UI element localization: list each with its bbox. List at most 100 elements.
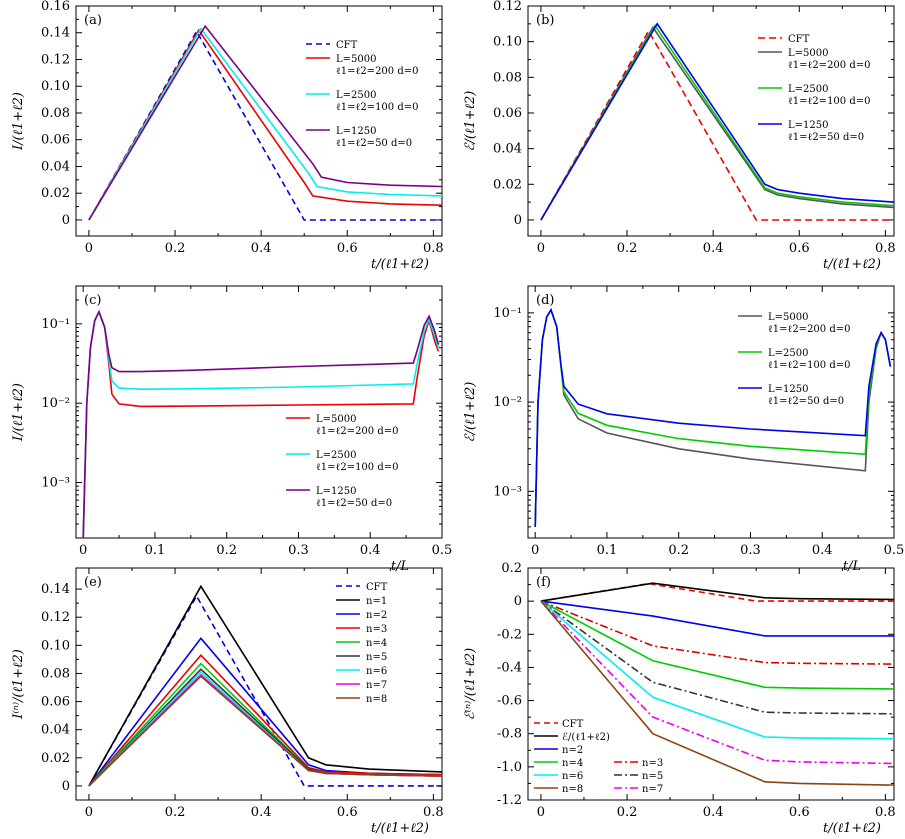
y-tick-label: -1.0 (497, 760, 522, 775)
series-group (88, 24, 442, 221)
legend-label: ℓ1=ℓ2=100 d=0 (336, 102, 418, 113)
series-line-n-2 (540, 600, 894, 637)
y-tick-label: 0 (62, 213, 70, 228)
y-axis-label: ℰ/(ℓ1+ℓ2) (463, 382, 478, 443)
x-tick-label: 0.1 (597, 543, 618, 558)
y-tick-label: 0.12 (41, 610, 70, 625)
legend-label: CFT (562, 719, 584, 730)
x-axis-label: t/L (391, 559, 409, 574)
y-tick-label: 0.06 (493, 106, 522, 121)
y-tick-label: 10⁻¹ (41, 317, 70, 332)
x-tick-label: 0.3 (288, 543, 309, 558)
y-tick-label: 0.02 (41, 186, 70, 201)
y-tick-label: 10⁻¹ (493, 306, 522, 321)
legend-label: L=5000 (768, 312, 808, 323)
plot-frame (75, 285, 443, 539)
series-line-l-1250 (82, 309, 440, 538)
plot-frame (527, 285, 895, 539)
x-axis-label: t/(ℓ1+ℓ2) (823, 821, 881, 836)
legend-label: L=2500 (788, 84, 828, 95)
y-tick-label: 0.10 (493, 35, 522, 50)
x-tick-label: 0.3 (740, 543, 761, 558)
y-tick-label: 0.2 (501, 561, 522, 576)
legend-label: ℓ1=ℓ2=50 d=0 (768, 396, 844, 407)
legend-label: ℓ1=ℓ2=50 d=0 (336, 138, 412, 149)
series-line-n-5 (540, 600, 894, 715)
legend-label: n=8 (366, 694, 387, 705)
legend-label: L=1250 (316, 486, 356, 497)
y-tick-label: 0.10 (41, 638, 70, 653)
y-tick-label: 0 (62, 779, 70, 794)
y-tick-label: 0.12 (493, 0, 522, 14)
legend-label: n=7 (642, 784, 663, 795)
series-line-l-1250 (534, 308, 892, 527)
series-group (82, 309, 440, 538)
y-tick-label: 10⁻³ (41, 476, 70, 491)
y-tick-label: 10⁻³ (493, 484, 522, 499)
legend-label: CFT (788, 34, 810, 45)
y-tick-label: -0.8 (497, 727, 522, 742)
x-tick-label: 0 (537, 241, 545, 256)
legend-label: ℓ1=ℓ2=200 d=0 (788, 60, 870, 71)
plot-frame (527, 5, 895, 237)
x-tick-label: 0 (79, 543, 87, 558)
x-tick-label: 0.4 (251, 805, 272, 820)
y-tick-label: 0 (514, 213, 522, 228)
legend-label: ℓ1=ℓ2=100 d=0 (788, 96, 870, 107)
legend-label: n=3 (642, 758, 663, 769)
x-tick-label: 0.6 (337, 805, 358, 820)
series-line-n-3 (540, 600, 894, 665)
series-line-n-2 (88, 637, 442, 787)
x-tick-label: 0.5 (884, 543, 905, 558)
x-tick-label: 0.2 (165, 241, 186, 256)
x-tick-label: 0 (85, 241, 93, 256)
x-tick-label: 0.4 (703, 241, 724, 256)
panel-label: (a) (84, 13, 102, 28)
legend-label: ℓ1=ℓ2=200 d=0 (336, 66, 418, 77)
legend-label: ℓ1=ℓ2=200 d=0 (768, 324, 850, 335)
y-tick-label: 0.08 (41, 666, 70, 681)
y-tick-label: 0.12 (41, 52, 70, 67)
x-tick-label: 0.8 (875, 241, 896, 256)
series-line-n-3 (88, 654, 442, 787)
y-tick-label: 10⁻² (41, 396, 70, 411)
y-axis-label: I/(ℓ1+ℓ2) (11, 92, 26, 151)
legend-label: ℓ1=ℓ2=50 d=0 (316, 498, 392, 509)
panel-f: 0 0.2 0.4 0.6 0.8 -1.2 -1.0 -0.8 -0.6 -0.4 -0.2 0 0.… (463, 561, 896, 836)
legend-label: CFT (336, 40, 358, 51)
series-line-e (540, 582, 894, 602)
legend-label: L=2500 (316, 450, 356, 461)
legend-label: ℓ1=ℓ2=100 d=0 (316, 462, 398, 473)
x-tick-label: 0.2 (668, 543, 689, 558)
panel-label: (e) (84, 575, 102, 590)
x-tick-label: 0.5 (432, 543, 453, 558)
x-tick-label: 0 (537, 805, 545, 820)
y-tick-label: 0.02 (41, 751, 70, 766)
legend-label: n=5 (642, 771, 663, 782)
series-line-cft (88, 29, 442, 221)
series-group (534, 308, 892, 527)
legend-label: L=2500 (336, 90, 376, 101)
legend-label: L=1250 (336, 126, 376, 137)
y-tick-label: 0.02 (493, 177, 522, 192)
series-line-l-1250 (88, 24, 442, 221)
x-axis-label: t/(ℓ1+ℓ2) (823, 257, 881, 272)
series-line-l-2500 (540, 24, 894, 221)
y-tick-label: -0.2 (497, 627, 522, 642)
plot-frame (75, 567, 443, 801)
series-line-l-2500 (534, 308, 892, 527)
x-tick-label: 0.8 (875, 805, 896, 820)
panel-a: 0 0.2 0.4 0.6 0.8 0 0.02 0.04 0.06 0.08 0.10 0.12 0.… (11, 0, 444, 272)
x-tick-label: 0.8 (423, 241, 444, 256)
x-tick-label: 0.2 (617, 805, 638, 820)
y-axis-label: ℰ⁽ⁿ⁾/(ℓ1+ℓ2) (463, 648, 478, 720)
y-tick-label: -1.2 (497, 793, 522, 808)
legend-label: n=5 (366, 652, 387, 663)
legend-label: n=4 (562, 758, 583, 769)
series-line-n-7 (540, 600, 894, 765)
y-tick-label: -0.4 (497, 660, 522, 675)
y-tick-label: 0.08 (493, 70, 522, 85)
legend-label: n=1 (366, 596, 387, 607)
series-line-n-4 (540, 600, 894, 690)
x-tick-label: 0.2 (165, 805, 186, 820)
